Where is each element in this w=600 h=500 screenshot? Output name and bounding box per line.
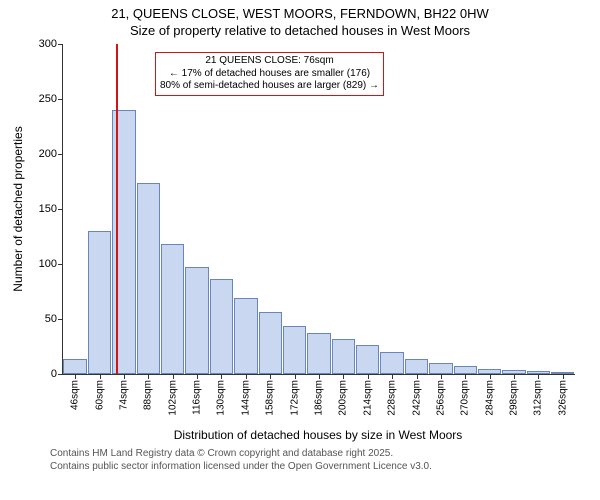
- x-axis-label: Distribution of detached houses by size …: [174, 428, 463, 442]
- histogram-bar: [259, 312, 282, 374]
- histogram-bar: [332, 339, 355, 374]
- x-tick-mark: [100, 374, 101, 379]
- x-tick-mark: [295, 374, 296, 379]
- x-tick-label: 270sqm: [460, 380, 471, 416]
- annotation-line: ← 17% of detached houses are smaller (17…: [160, 68, 379, 81]
- x-tick-label: 200sqm: [338, 380, 349, 416]
- y-tick-mark: [58, 154, 63, 155]
- x-tick-mark: [563, 374, 564, 379]
- x-tick-label: 102sqm: [167, 380, 178, 416]
- x-tick-mark: [392, 374, 393, 379]
- x-tick-mark: [246, 374, 247, 379]
- x-tick-mark: [441, 374, 442, 379]
- x-tick-mark: [270, 374, 271, 379]
- x-tick-mark: [368, 374, 369, 379]
- x-tick-mark: [197, 374, 198, 379]
- x-tick-mark: [514, 374, 515, 379]
- chart-title-line2: Size of property relative to detached ho…: [0, 23, 600, 40]
- x-tick-mark: [221, 374, 222, 379]
- x-tick-label: 116sqm: [192, 380, 203, 415]
- y-tick-mark: [58, 44, 63, 45]
- histogram-bar: [405, 359, 428, 374]
- y-tick-mark: [58, 209, 63, 210]
- x-tick-mark: [124, 374, 125, 379]
- marker-line: [116, 44, 118, 374]
- x-tick-label: 172sqm: [289, 380, 300, 416]
- annotation-line: 80% of semi-detached houses are larger (…: [160, 80, 379, 93]
- x-tick-label: 144sqm: [240, 380, 251, 416]
- y-tick-mark: [58, 374, 63, 375]
- x-tick-label: 186sqm: [314, 380, 325, 416]
- histogram-bar: [88, 231, 111, 374]
- histogram-bar: [210, 279, 233, 374]
- x-tick-label: 228sqm: [387, 380, 398, 416]
- x-tick-label: 298sqm: [509, 380, 520, 416]
- annotation-line: 21 QUEENS CLOSE: 76sqm: [160, 55, 379, 68]
- x-tick-mark: [319, 374, 320, 379]
- footer-line2: Contains public sector information licen…: [50, 461, 600, 474]
- x-tick-mark: [343, 374, 344, 379]
- x-tick-label: 326sqm: [557, 380, 568, 416]
- x-tick-mark: [148, 374, 149, 379]
- y-tick-mark: [58, 99, 63, 100]
- x-tick-label: 74sqm: [118, 380, 129, 410]
- x-tick-label: 158sqm: [265, 380, 276, 416]
- x-tick-mark: [490, 374, 491, 379]
- histogram-bar: [185, 267, 208, 374]
- x-tick-mark: [75, 374, 76, 379]
- chart-title-line1: 21, QUEENS CLOSE, WEST MOORS, FERNDOWN, …: [0, 6, 600, 23]
- histogram-bar: [63, 359, 86, 374]
- histogram-bar: [234, 298, 257, 374]
- plot-area: 05010015020025030046sqm60sqm74sqm88sqm10…: [62, 44, 575, 375]
- x-tick-mark: [417, 374, 418, 379]
- histogram-bar: [380, 352, 403, 374]
- x-tick-label: 88sqm: [143, 380, 154, 410]
- y-axis-label: Number of detached properties: [11, 126, 25, 291]
- histogram-bar: [454, 366, 477, 374]
- x-tick-mark: [538, 374, 539, 379]
- footer-attribution: Contains HM Land Registry data © Crown c…: [0, 448, 600, 473]
- x-tick-mark: [173, 374, 174, 379]
- footer-line1: Contains HM Land Registry data © Crown c…: [50, 448, 600, 461]
- histogram-bar: [283, 326, 306, 374]
- y-tick-mark: [58, 319, 63, 320]
- x-tick-label: 214sqm: [362, 380, 373, 416]
- chart-container: 21, QUEENS CLOSE, WEST MOORS, FERNDOWN, …: [0, 0, 600, 500]
- histogram-bar: [307, 333, 330, 374]
- histogram-bar: [161, 244, 184, 374]
- x-tick-mark: [465, 374, 466, 379]
- histogram-bar: [137, 183, 160, 374]
- x-tick-label: 46sqm: [70, 380, 81, 410]
- x-tick-label: 256sqm: [435, 380, 446, 416]
- x-tick-label: 284sqm: [484, 380, 495, 416]
- x-tick-label: 312sqm: [533, 380, 544, 416]
- x-tick-label: 130sqm: [216, 380, 227, 416]
- x-tick-label: 242sqm: [411, 380, 422, 416]
- histogram-bar: [429, 363, 452, 374]
- annotation-box: 21 QUEENS CLOSE: 76sqm← 17% of detached …: [155, 52, 384, 96]
- x-tick-label: 60sqm: [94, 380, 105, 410]
- chart-title-block: 21, QUEENS CLOSE, WEST MOORS, FERNDOWN, …: [0, 0, 600, 40]
- y-tick-mark: [58, 264, 63, 265]
- histogram-bar: [356, 345, 379, 374]
